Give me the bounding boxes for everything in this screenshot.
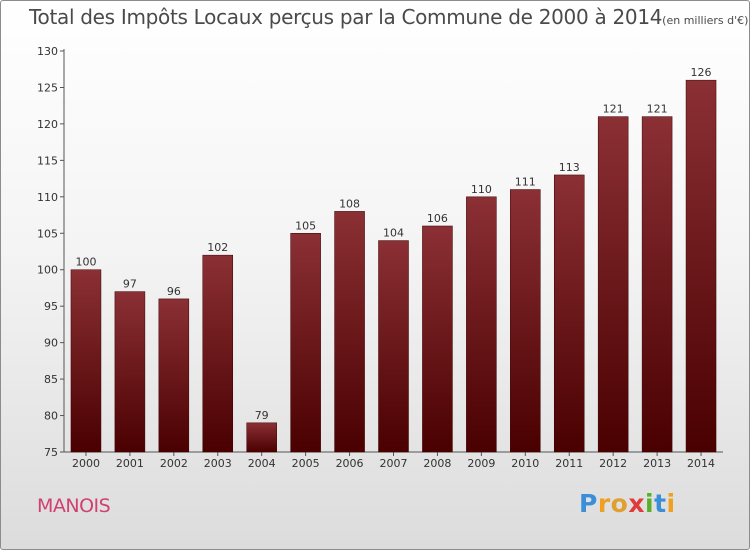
bar-2011 xyxy=(553,174,585,453)
bar-value-label: 105 xyxy=(295,219,316,232)
bar-2006 xyxy=(334,211,365,453)
logo-letter: o xyxy=(610,489,629,518)
bar-value-label: 111 xyxy=(515,176,536,189)
x-tick-label: 2001 xyxy=(116,457,144,470)
proxiti-logo[interactable]: Proxiti xyxy=(579,489,676,518)
value-labels: 100 97 96 102 79 105 108 104 106 110 111 113 121 121 1… xyxy=(75,66,711,422)
bar-2013 xyxy=(641,116,673,453)
x-axis: 2000 2001 2002 2003 2004 2005 2006 2007 2008 2009… xyxy=(64,451,723,470)
logo-letter: r xyxy=(597,489,611,518)
x-tick-label: 2011 xyxy=(555,457,583,470)
bar-value-label: 121 xyxy=(647,103,668,116)
bar-value-label: 102 xyxy=(207,241,228,254)
x-tick-label: 2003 xyxy=(204,457,232,470)
bars xyxy=(70,79,717,453)
x-tick-label: 2004 xyxy=(248,457,276,470)
x-tick-label: 2008 xyxy=(423,457,451,470)
y-tick-label: 125 xyxy=(37,81,58,94)
bar-value-label: 108 xyxy=(339,197,360,210)
logo-letter: i xyxy=(666,489,676,518)
chart-title-main: Total des Impôts Locaux perçus par la Co… xyxy=(29,5,663,29)
bar-2004 xyxy=(246,422,277,453)
x-tick-label: 2000 xyxy=(72,457,100,470)
bar-value-label: 113 xyxy=(559,161,580,174)
y-tick-label: 115 xyxy=(37,154,58,167)
x-tick-label: 2013 xyxy=(643,457,671,470)
logo-letter: P xyxy=(579,489,598,518)
bar-2007 xyxy=(378,240,409,453)
x-tick-label: 2009 xyxy=(467,457,495,470)
logo-letter: t xyxy=(654,489,667,518)
bar-2010 xyxy=(510,189,541,453)
bar-2008 xyxy=(422,225,453,453)
y-tick-label: 75 xyxy=(44,446,58,459)
x-tick-label: 2005 xyxy=(292,457,320,470)
bar-value-label: 96 xyxy=(167,285,181,298)
y-tick-label: 100 xyxy=(37,264,58,277)
y-tick-label: 90 xyxy=(44,337,58,350)
x-tick-label: 2010 xyxy=(511,457,539,470)
logo-letter: x xyxy=(628,489,645,518)
y-tick-label: 130 xyxy=(37,45,58,58)
x-tick-label: 2007 xyxy=(380,457,408,470)
bar-2012 xyxy=(597,116,629,453)
bar-value-label: 106 xyxy=(427,212,448,225)
bar-2005 xyxy=(290,233,321,453)
x-tick-label: 2014 xyxy=(687,457,715,470)
logo-letter: i xyxy=(645,489,655,518)
bar-2014 xyxy=(685,79,717,453)
bar-value-label: 100 xyxy=(75,256,96,269)
y-tick-label: 120 xyxy=(37,118,58,131)
bar-2009 xyxy=(466,196,497,453)
bar-value-label: 121 xyxy=(603,103,624,116)
y-axis: 75 80 85 90 95 100 105 110 115 120 125 130 xyxy=(37,45,65,459)
bar-2000 xyxy=(70,269,102,453)
y-tick-label: 105 xyxy=(37,227,58,240)
bar-value-label: 110 xyxy=(471,183,492,196)
x-tick-label: 2006 xyxy=(336,457,364,470)
commune-name: MANOIS xyxy=(37,495,111,517)
y-tick-label: 95 xyxy=(44,300,58,313)
y-tick-label: 85 xyxy=(44,373,58,386)
bar-value-label: 79 xyxy=(255,409,269,422)
x-tick-label: 2002 xyxy=(160,457,188,470)
bar-value-label: 97 xyxy=(123,278,137,291)
bar-2002 xyxy=(158,298,190,453)
chart-title: Total des Impôts Locaux perçus par la Co… xyxy=(29,5,748,29)
y-tick-label: 110 xyxy=(37,191,58,204)
y-tick-label: 80 xyxy=(44,410,58,423)
chart-subtitle: (en milliers d'€) xyxy=(662,14,749,27)
bar-value-label: 104 xyxy=(383,227,404,240)
bar-2001 xyxy=(114,291,146,453)
x-tick-label: 2012 xyxy=(599,457,627,470)
bar-value-label: 126 xyxy=(691,66,712,79)
bar-2003 xyxy=(202,254,234,453)
